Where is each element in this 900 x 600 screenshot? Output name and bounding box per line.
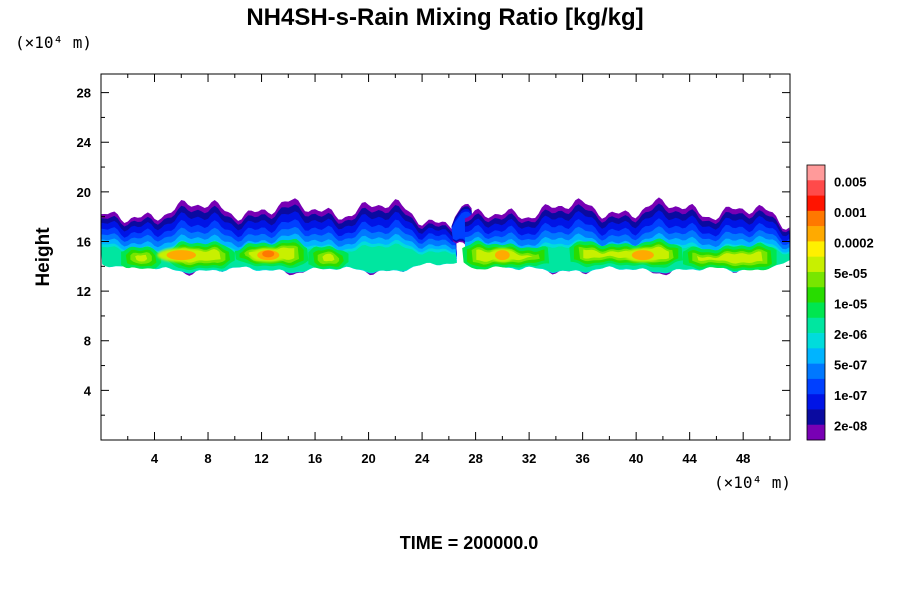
colorbar-swatch	[807, 180, 825, 196]
y-tick-label: 24	[77, 135, 92, 150]
cloud-core-contour	[697, 251, 763, 264]
colorbar-label: 1e-07	[834, 388, 867, 403]
y-tick-label: 8	[84, 334, 91, 349]
colorbar-label: 0.0002	[834, 235, 874, 250]
colorbar-frame	[806, 164, 826, 441]
y-tick-label: 28	[77, 86, 91, 101]
colorbar-swatch	[807, 424, 825, 441]
colorbar-swatch	[807, 287, 825, 303]
y-tick-label: 20	[77, 185, 91, 200]
colorbar-swatch	[807, 348, 825, 364]
y-tick-label: 16	[77, 234, 91, 249]
colorbar-swatch	[807, 333, 825, 349]
colorbar-swatch	[807, 256, 825, 273]
y-tick-label: 12	[77, 284, 91, 299]
colorbar-swatch	[807, 378, 825, 395]
colorbar-label: 5e-05	[834, 266, 867, 281]
colorbar-label: 0.001	[834, 205, 867, 220]
x-axis-unit: (×10⁴ m)	[714, 473, 791, 492]
colorbar-swatch	[807, 302, 825, 319]
x-tick-label: 28	[468, 451, 482, 466]
colorbar-swatch	[807, 363, 825, 380]
peak-region-core	[631, 250, 654, 261]
cloud-core-contour	[322, 253, 335, 262]
colorbar-label: 1e-05	[834, 297, 867, 312]
colorbar-swatch	[807, 409, 825, 426]
colorbar-label: 0.005	[834, 174, 867, 189]
chart-title: NH4SH-s-Rain Mixing Ratio [kg/kg]	[246, 4, 643, 31]
time-annotation: TIME = 200000.0	[400, 533, 539, 553]
x-tick-label: 16	[308, 451, 322, 466]
x-tick-label: 4	[151, 451, 159, 466]
colorbar-swatch	[807, 271, 825, 288]
x-tick-label: 32	[522, 451, 536, 466]
x-tick-label: 20	[361, 451, 375, 466]
colorbar-label: 5e-07	[834, 358, 867, 373]
colorbar-swatch	[807, 195, 825, 212]
x-tick-label: 24	[415, 451, 430, 466]
cloud-core-contour	[135, 254, 148, 262]
colorbar-swatch	[807, 226, 825, 242]
colorbar-swatch	[807, 165, 825, 181]
y-axis-unit: (×10⁴ m)	[15, 33, 92, 52]
y-tick-label: 4	[84, 383, 92, 398]
plot-frame	[100, 73, 791, 441]
x-tick-label: 36	[575, 451, 589, 466]
colorbar-swatch	[807, 317, 825, 334]
x-tick-label: 8	[204, 451, 211, 466]
peak-region-core	[166, 250, 196, 261]
colorbar-swatch	[807, 241, 825, 257]
peak-region-core	[495, 250, 510, 261]
x-tick-label: 44	[682, 451, 697, 466]
colorbar-swatch	[807, 394, 825, 410]
colorbar-label: 2e-06	[834, 327, 867, 342]
x-tick-label: 48	[736, 451, 750, 466]
cloud-field	[101, 197, 790, 276]
colorbar-label: 2e-08	[834, 419, 867, 434]
colorbar: 0.005 0.001 0.0002 5e-05 1e-05 2e-06 5e-07 1e-0…	[806, 164, 874, 441]
colorbar-swatch	[807, 210, 825, 227]
x-tick-label: 12	[254, 451, 268, 466]
peak-region-max	[262, 250, 275, 258]
y-axis-label: Height	[33, 227, 54, 287]
x-tick-label: 40	[629, 451, 643, 466]
